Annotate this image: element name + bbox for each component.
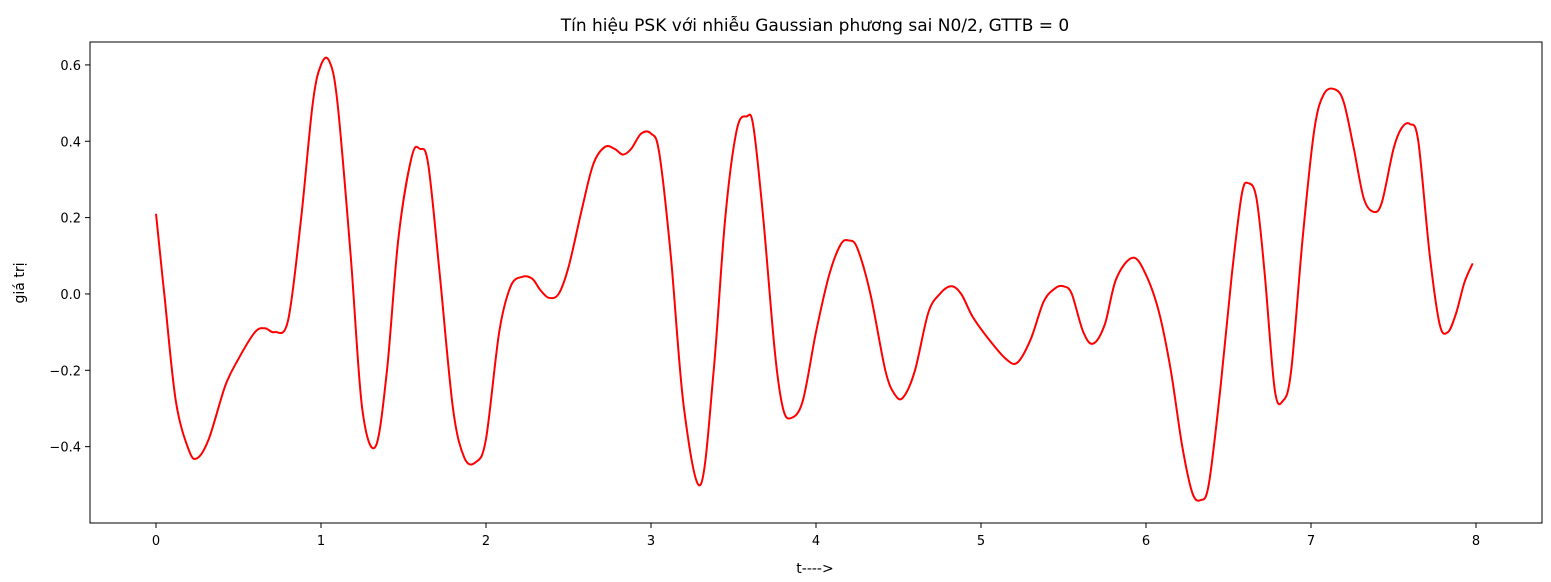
y-tick-label: 0.2 <box>60 212 81 227</box>
x-axis: 0 1 2 3 4 5 6 7 8 <box>152 523 1480 549</box>
x-tick-label: 3 <box>647 534 655 549</box>
x-tick-label: 6 <box>1142 534 1150 549</box>
y-tick-label: −0.2 <box>49 364 81 379</box>
plot-frame <box>89 41 1543 524</box>
x-tick-label: 8 <box>1472 534 1480 549</box>
y-axis: −0.4 −0.2 0.0 0.2 0.4 0.6 <box>49 59 90 456</box>
x-tick-label: 0 <box>152 534 160 549</box>
x-tick-label: 4 <box>812 534 820 549</box>
x-tick-label: 7 <box>1307 534 1315 549</box>
x-tick-label: 1 <box>317 534 325 549</box>
y-tick-label: 0.6 <box>60 59 81 74</box>
chart-title: Tín hiệu PSK với nhiễu Gaussian phương s… <box>560 15 1069 36</box>
y-tick-label: 0.4 <box>60 135 81 150</box>
x-axis-label: t----> <box>796 561 833 577</box>
plot-area <box>89 41 1543 524</box>
y-axis-label: giá trị <box>12 263 28 304</box>
x-tick-label: 5 <box>977 534 985 549</box>
series-line-0 <box>155 56 1474 502</box>
x-tick-label: 2 <box>482 534 490 549</box>
y-tick-label: 0.0 <box>60 288 81 303</box>
y-tick-label: −0.4 <box>49 441 81 456</box>
